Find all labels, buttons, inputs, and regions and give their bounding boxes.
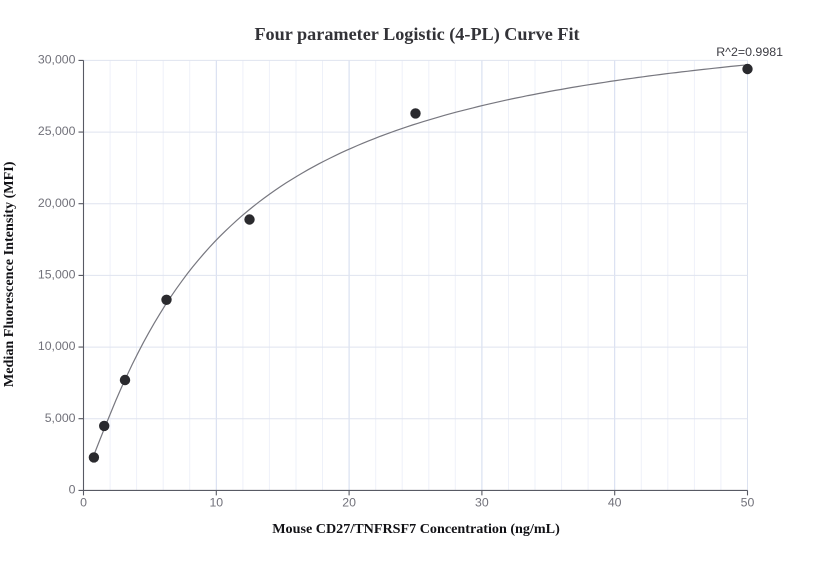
svg-text:R^2=0.9981: R^2=0.9981 xyxy=(716,45,783,59)
svg-text:25,000: 25,000 xyxy=(38,124,76,138)
svg-text:15,000: 15,000 xyxy=(38,268,76,282)
svg-text:50: 50 xyxy=(741,496,755,510)
svg-text:0: 0 xyxy=(80,496,87,510)
svg-text:40: 40 xyxy=(608,496,622,510)
svg-text:10,000: 10,000 xyxy=(38,339,76,353)
svg-text:30,000: 30,000 xyxy=(38,53,76,67)
svg-text:Four parameter Logistic (4-PL): Four parameter Logistic (4-PL) Curve Fit xyxy=(254,24,579,45)
svg-text:5,000: 5,000 xyxy=(45,411,76,425)
svg-text:10: 10 xyxy=(209,496,223,510)
svg-text:0: 0 xyxy=(69,483,76,497)
svg-text:Mouse CD27/TNFRSF7 Concentrati: Mouse CD27/TNFRSF7 Concentration (ng/mL) xyxy=(272,521,560,537)
svg-text:20,000: 20,000 xyxy=(38,196,76,210)
svg-text:20: 20 xyxy=(342,496,356,510)
svg-text:Median Fluorescence Intensity: Median Fluorescence Intensity (MFI) xyxy=(1,161,17,387)
svg-text:30: 30 xyxy=(475,496,489,510)
